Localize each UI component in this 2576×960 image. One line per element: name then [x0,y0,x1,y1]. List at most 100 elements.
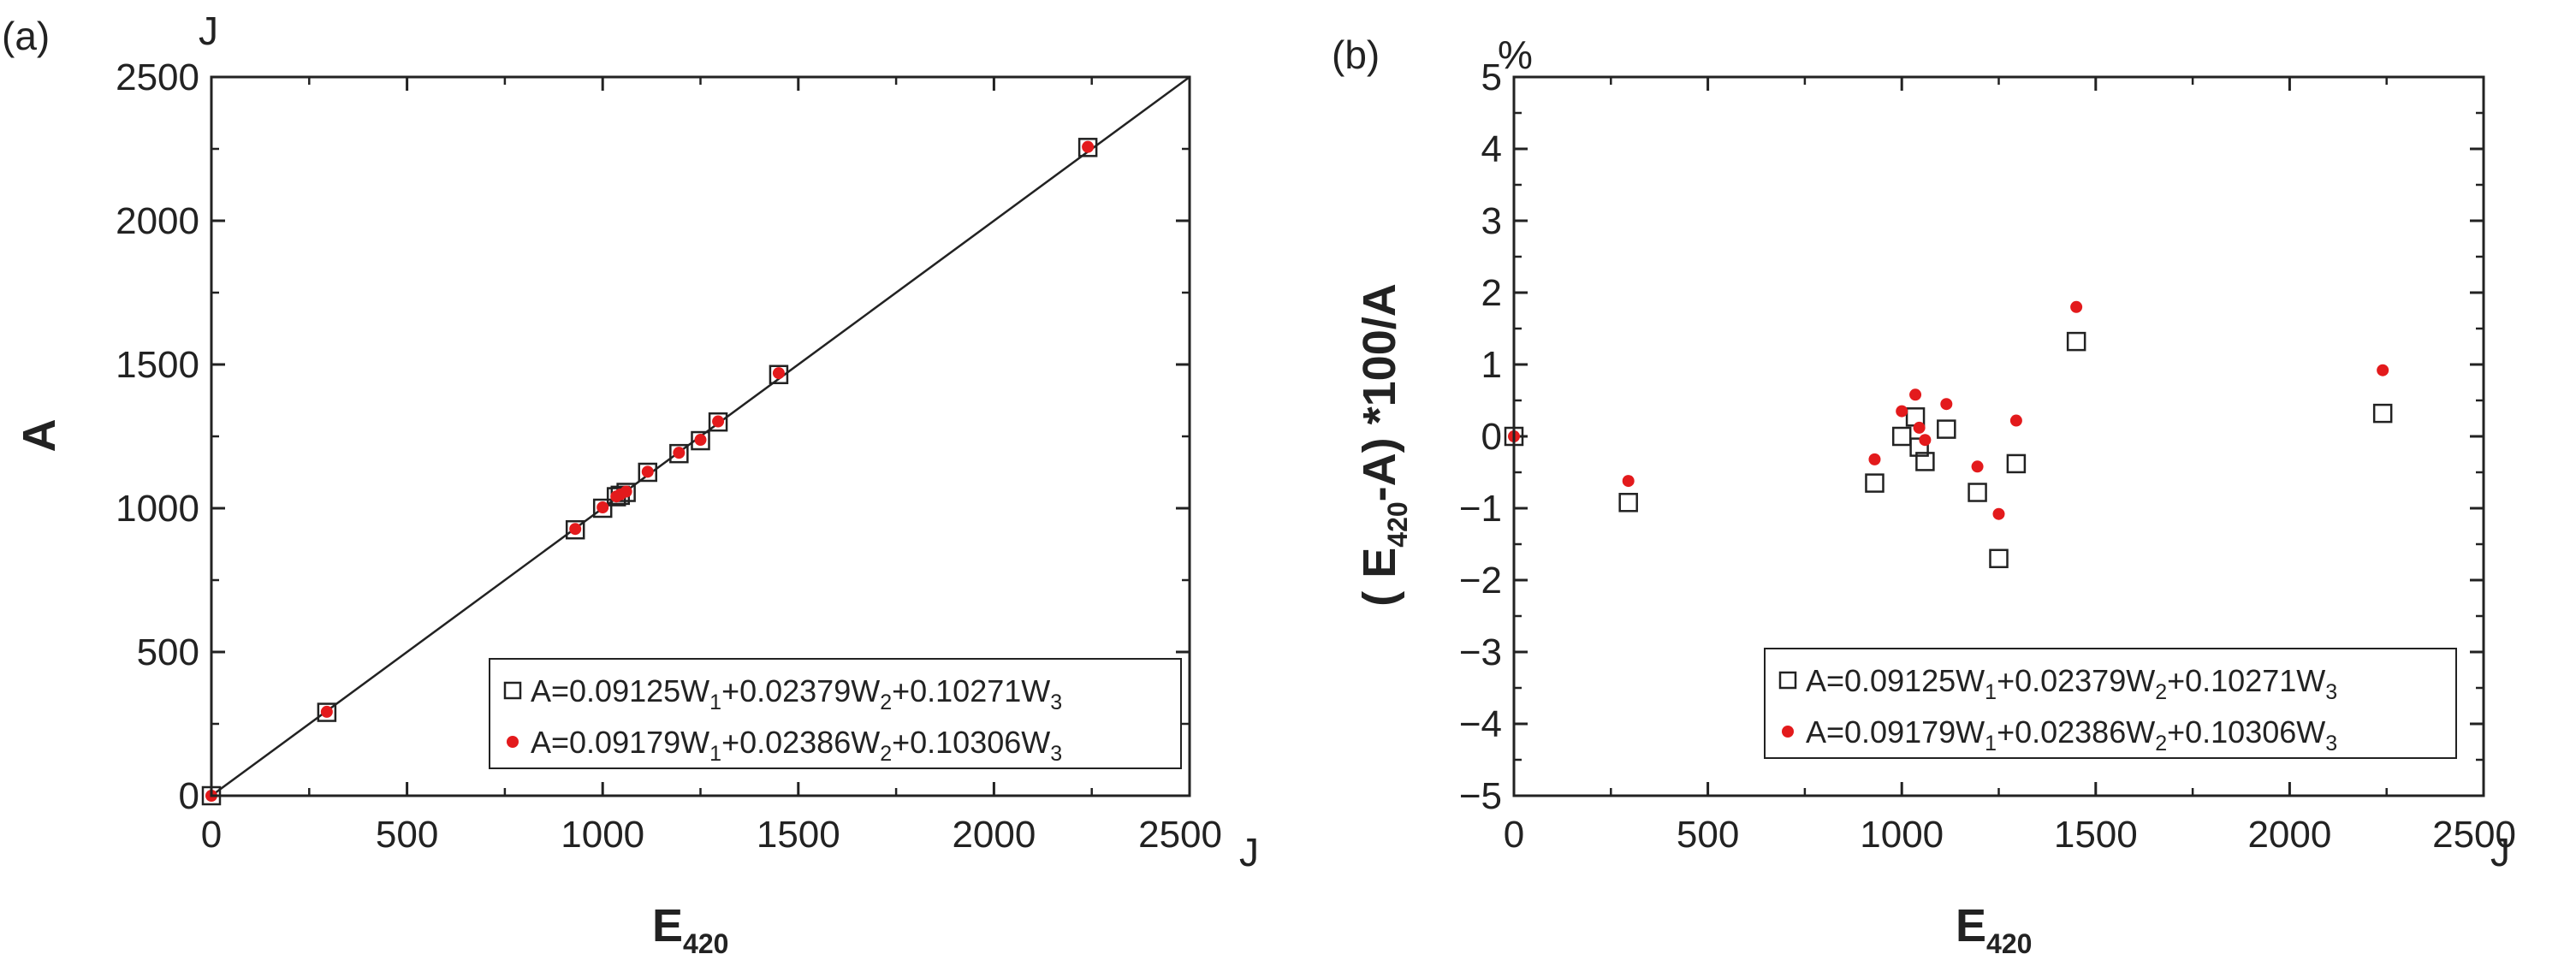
data-point-square [2372,403,2393,424]
y-tick-label: 4 [1481,128,1502,170]
y-tick-label: 1 [1481,344,1502,386]
data-points-a [201,138,1098,806]
x-axis-label-a: E420 [652,900,728,959]
data-points-b [1504,300,2393,569]
plot-frame-b [1512,75,2485,797]
y-tick-label: −1 [1459,488,1502,530]
x-axis-unit-b: J [2490,830,2510,874]
data-point-dot [1919,434,1932,447]
data-point-dot [1913,421,1926,434]
legend-b: A=0.09125W1+0.02379W2+0.10271W3 A=0.0917… [1764,648,2457,759]
data-point-square [1989,548,2009,569]
data-point-square [708,412,728,432]
plot-frame-a [210,75,1191,797]
data-point-square [638,462,658,483]
data-point-dot [673,447,686,459]
data-point-dot [1868,453,1881,465]
data-point-dot [1940,398,1953,411]
data-point-square [1077,138,1098,157]
y-axis-label-b: ( E420-A) *100/A [1354,283,1413,606]
legend-entry-b-1: A=0.09125W1+0.02379W2+0.10271W3 [1806,663,2337,704]
panel-a: (a) J J A E420 0 500 1000 1500 2000 2500 0 500… [2,9,1259,959]
legend-marker-square-a [503,681,522,700]
y-axis-label-b-part1: ( E [1354,548,1405,607]
x-tick-label: 1500 [2054,814,2138,856]
x-axis-label-b-main: E [1956,900,1986,951]
y-tick-label: 5 [1481,56,1502,98]
x-tick-label: 1500 [757,814,840,856]
data-point-dot [772,367,785,380]
data-point-square [1968,483,1987,502]
data-point-dot [2009,414,2022,427]
y-tick-label: 1500 [116,344,199,386]
data-point-square [317,702,337,722]
data-point-dot [1622,475,1635,488]
data-point-dot [2377,364,2389,376]
data-point-dot [569,523,582,536]
legend-entry-a-2: A=0.09179W1+0.02386W2+0.10306W3 [531,725,1062,766]
y-axis-unit-a: J [199,9,218,53]
y-tick-label: −3 [1459,631,1502,673]
y-tick-label: 0 [1481,416,1502,458]
y-ticks-b: −5 −4 −3 −2 −1 0 1 2 3 4 5 [1459,56,2484,817]
x-tick-label: 500 [376,814,438,856]
y-ticks-a: 0 500 1000 1500 2000 2500 [116,56,1190,817]
y-tick-label: 500 [137,631,199,673]
data-point-square [565,519,585,540]
legend-entry-a-1: A=0.09125W1+0.02379W2+0.10271W3 [531,673,1062,714]
data-point-square [1915,452,1935,471]
x-tick-label: 1000 [1860,814,1944,856]
legend-entry-b-2: A=0.09179W1+0.02386W2+0.10306W3 [1806,714,2337,756]
y-tick-label: −2 [1459,560,1502,601]
y-tick-label: −5 [1459,775,1502,817]
data-point-dot [1909,388,1922,401]
data-point-dot [620,485,632,498]
panel-label-a: (a) [2,14,50,58]
data-point-square [669,443,689,464]
data-point-square [691,430,710,451]
data-point-square [2066,331,2086,352]
x-axis-unit-a: J [1239,830,1259,874]
data-point-dot [712,415,725,428]
y-tick-label: 2500 [116,56,199,98]
y-axis-unit-b: % [1498,33,1533,77]
data-point-dot [1082,140,1095,153]
x-tick-label: 2500 [2432,814,2516,856]
data-point-dot [2070,300,2083,313]
legend-box-a [489,658,1182,769]
data-point-dot [641,465,654,478]
legend-a: A=0.09125W1+0.02379W2+0.10271W3 A=0.0917… [489,658,1182,769]
x-ticks-b: 0 500 1000 1500 2000 2500 [1504,77,2516,856]
data-point-square [592,498,613,519]
y-axis-label-b-sub: 420 [1382,501,1413,547]
y-tick-label: 2000 [116,200,199,242]
y-axis-label-a: A [14,419,65,453]
y-tick-label: 1000 [116,488,199,530]
data-point-dot [597,501,609,513]
y-tick-label: 0 [179,775,199,817]
x-tick-label: 2000 [952,814,1036,856]
x-tick-label: 2000 [2247,814,2331,856]
x-axis-label-a-sub: 420 [683,928,728,959]
legend-marker-dot-a [507,736,519,748]
data-point-square [1618,493,1638,513]
data-point-square [1891,426,1912,447]
data-point-dot [320,705,333,718]
legend-box-b [1764,648,2457,759]
x-tick-label: 500 [1677,814,1739,856]
x-tick-label: 0 [201,814,222,856]
x-axis-label-a-main: E [652,900,683,951]
data-point-dot [1971,460,1984,473]
panel-b: (b) % J ( E420-A) *100/A E420 0 500 1000 15… [1332,33,2516,959]
panel-label-b: (b) [1332,33,1380,77]
y-tick-label: −4 [1459,703,1502,745]
data-point-square [769,364,789,385]
x-ticks-a: 0 500 1000 1500 2000 2500 [201,77,1222,856]
x-axis-label-b-sub: 420 [1986,928,2032,959]
x-axis-label-b: E420 [1956,900,2032,959]
y-axis-label-b-part2: -A) *100/A [1354,283,1405,501]
legend-marker-dot-b [1782,726,1794,738]
data-point-dot [1992,507,2005,520]
data-point-dot [1896,405,1908,418]
